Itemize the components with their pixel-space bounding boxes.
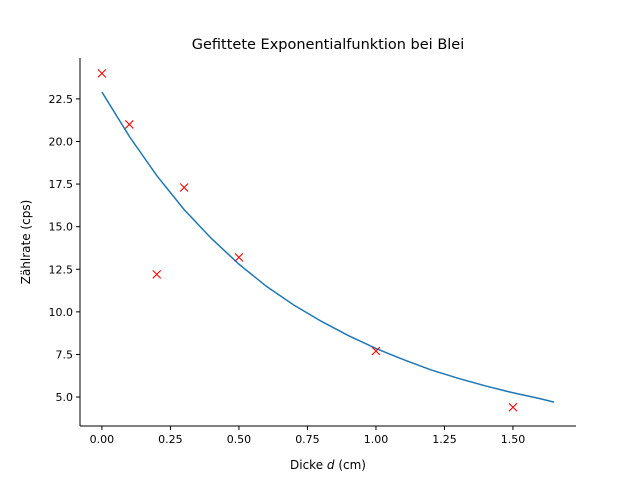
x-tick-label: 1.50 [501,433,526,446]
x-axis-label-prefix: Dicke [290,458,327,472]
x-axis-label-var: d [327,458,335,472]
y-tick-label: 15.0 [49,221,74,234]
y-tick-label: 7.5 [56,348,74,361]
x-tick-label: 1.25 [432,433,457,446]
data-point [124,120,134,129]
chart-title: Gefittete Exponentialfunktion bei Blei [192,37,465,53]
data-point [179,183,189,192]
y-axis-ticks: 5.0 7.5 10.0 12.5 15.0 17.5 20.0 22.5 [49,93,80,404]
y-tick-label: 17.5 [49,178,74,191]
y-tick-label: 12.5 [49,263,74,276]
y-tick-label: 5.0 [56,391,74,404]
fit-curve [101,91,555,403]
x-tick-label: 0.50 [227,433,252,446]
x-tick-label: 0.75 [295,433,320,446]
data-point [371,346,381,356]
plot-area [97,68,555,412]
y-tick-label: 22.5 [49,93,74,106]
data-point [508,402,518,412]
data-point [234,252,244,262]
y-tick-label: 20.0 [49,135,74,148]
y-tick-label: 10.0 [49,306,74,319]
x-axis-label: Dicke d (cm) [290,458,366,472]
x-tick-label: 1.00 [364,433,389,446]
data-point [97,68,107,78]
x-tick-label: 0.00 [90,433,115,446]
x-axis-label-suffix: (cm) [335,458,366,472]
data-point [152,269,162,279]
x-tick-label: 0.25 [158,433,183,446]
y-axis-label: Zählrate (cps) [19,200,33,285]
x-axis-ticks: 0.00 0.25 0.50 0.75 1.00 1.25 1.50 [90,426,526,446]
